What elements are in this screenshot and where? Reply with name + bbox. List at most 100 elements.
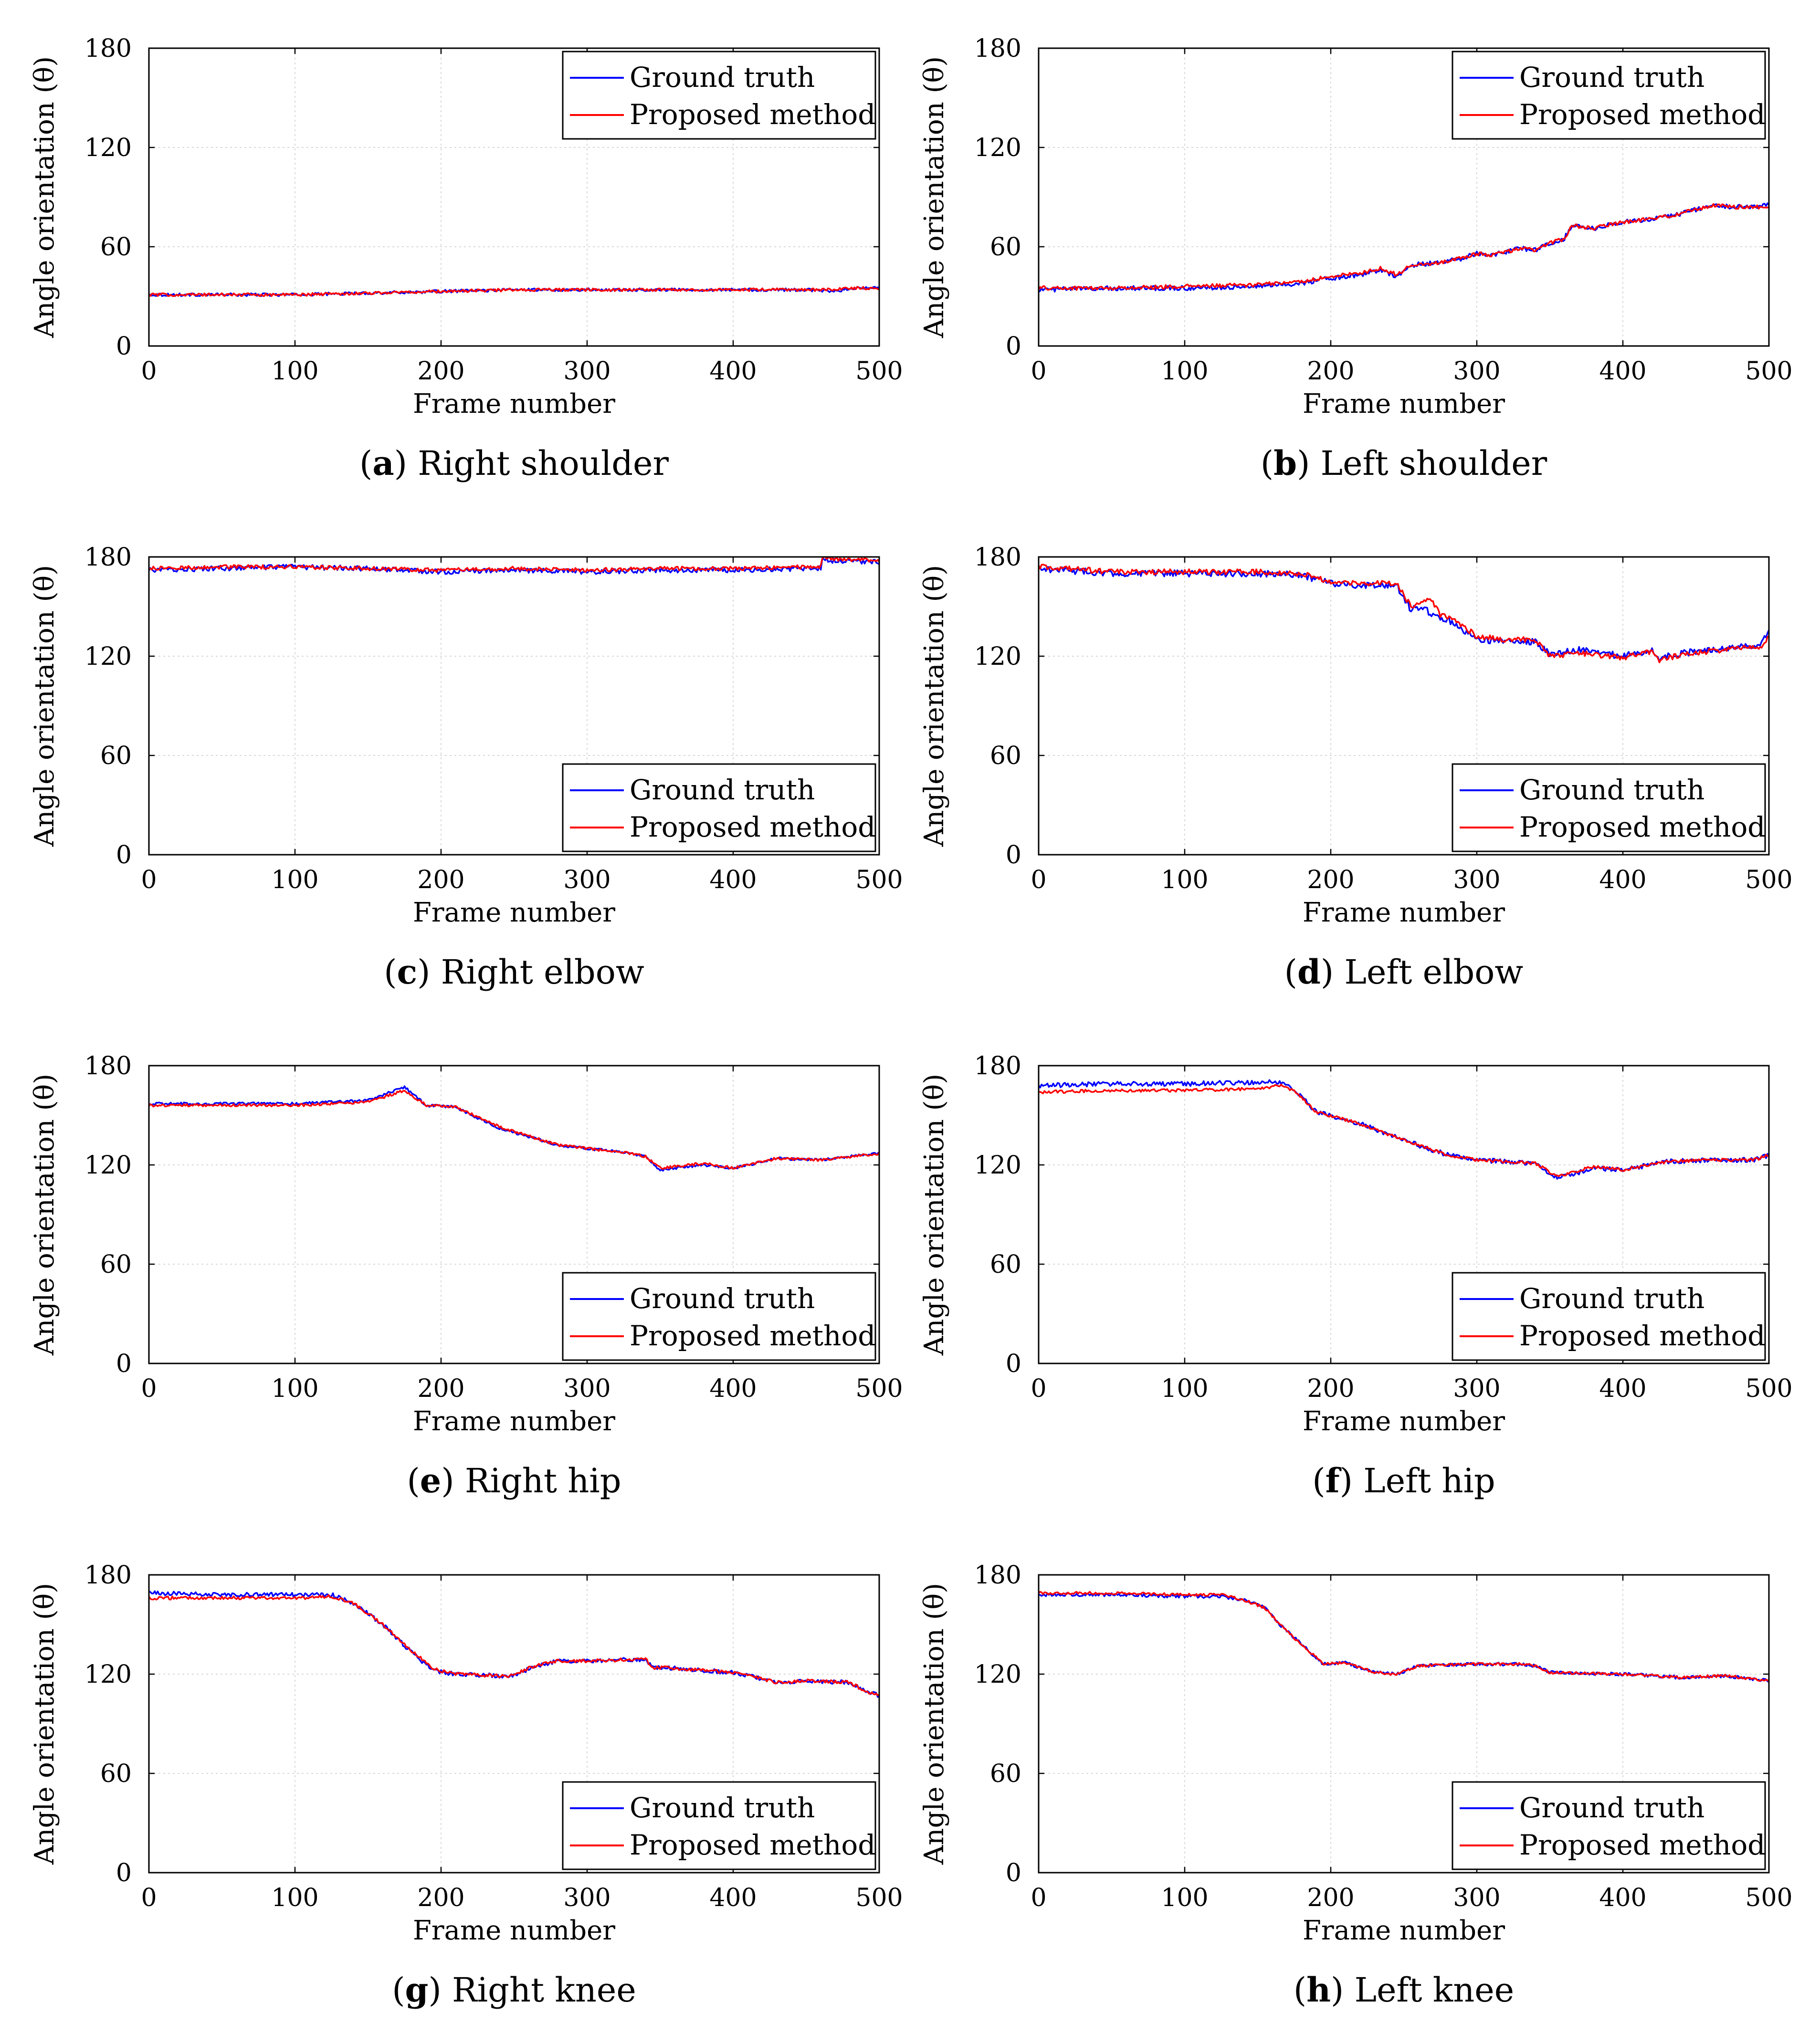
y-tick-label: 60: [990, 742, 1021, 770]
panel-title: Left shoulder: [1321, 444, 1547, 483]
y-tick-label: 0: [116, 1350, 132, 1378]
legend: Ground truth Proposed method: [562, 763, 876, 852]
x-tick-label: 200: [417, 1374, 464, 1403]
x-tick-label: 0: [1031, 357, 1046, 386]
x-tick-label: 200: [1307, 866, 1354, 894]
y-axis-title: Angle orientation (θ): [919, 56, 950, 338]
y-tick-label: 60: [100, 1250, 132, 1279]
y-tick-label: 180: [974, 1052, 1021, 1080]
chart-panel-a: 0 100 200 300 400 500 0 60 120 180 Frame number Ang…: [29, 34, 903, 483]
series-line-proposed-method: [149, 1594, 879, 1697]
panel-letter: h: [1306, 1970, 1331, 2010]
y-tick-label: 180: [84, 34, 132, 63]
y-tick-label: 180: [974, 543, 1021, 572]
y-tick-label: 120: [84, 1660, 132, 1689]
axes-frame: [148, 1065, 880, 1364]
legend-entry-ground-truth: Ground truth: [1519, 1792, 1704, 1824]
y-tick-label: 0: [116, 1859, 132, 1887]
legend-entry-proposed-method: Proposed method: [630, 1829, 875, 1861]
x-tick-label: 0: [141, 1374, 157, 1403]
x-tick-label: 0: [1031, 1884, 1046, 1912]
legend-entry-proposed-method: Proposed method: [1519, 1320, 1765, 1352]
x-tick-label: 100: [1161, 866, 1208, 894]
y-axis-title: Angle orientation (θ): [29, 565, 60, 847]
x-axis-title: Frame number: [1303, 388, 1505, 419]
y-tick-label: 180: [84, 1052, 132, 1080]
panel-title: Left hip: [1363, 1461, 1495, 1500]
x-tick-label: 500: [855, 1884, 903, 1912]
panel-title: Left knee: [1355, 1970, 1515, 2010]
panel-title: Right knee: [452, 1970, 636, 2010]
y-tick-label: 120: [84, 134, 132, 162]
legend-box: [1452, 1272, 1766, 1361]
x-axis-title: Frame number: [413, 1915, 615, 1946]
x-axis-title: Frame number: [1303, 1915, 1505, 1946]
legend: Ground truth Proposed method: [1452, 763, 1766, 852]
x-tick-label: 500: [1745, 866, 1792, 894]
chart-panel-e: 0 100 200 300 400 500 0 60 120 180 Frame number Ang…: [29, 1052, 903, 1500]
chart-panel-g: 0 100 200 300 400 500 0 60 120 180 Frame number Ang…: [29, 1561, 903, 2010]
panel-caption: (h) Left knee: [1294, 1970, 1514, 2010]
x-tick-label: 100: [1161, 357, 1208, 386]
series-line-proposed-method: [149, 557, 879, 573]
x-tick-label: 200: [417, 1884, 464, 1912]
legend: Ground truth Proposed method: [562, 1781, 876, 1870]
x-tick-label: 100: [271, 357, 318, 386]
x-axis-title: Frame number: [1303, 1406, 1505, 1437]
chart-panel-h: 0 100 200 300 400 500 0 60 120 180 Frame number Ang…: [919, 1561, 1793, 2010]
y-tick-label: 0: [116, 841, 132, 870]
legend-entry-proposed-method: Proposed method: [630, 1320, 875, 1352]
x-tick-label: 300: [563, 1884, 610, 1912]
y-tick-label: 180: [84, 543, 132, 572]
x-tick-label: 300: [1453, 1374, 1500, 1403]
x-tick-label: 200: [417, 357, 464, 386]
panel-caption: (d) Left elbow: [1284, 952, 1524, 992]
x-tick-label: 500: [855, 866, 903, 894]
x-tick-label: 300: [563, 357, 610, 386]
x-tick-label: 200: [1307, 1374, 1354, 1403]
x-tick-label: 200: [1307, 357, 1354, 386]
x-tick-label: 100: [271, 1374, 318, 1403]
series-line-proposed-method: [1039, 203, 1769, 291]
panel-caption: (f) Left hip: [1312, 1461, 1495, 1500]
chart-panel-f: 0 100 200 300 400 500 0 60 120 180 Frame number Ang…: [919, 1052, 1793, 1500]
axes-frame: [148, 556, 880, 856]
x-tick-label: 500: [1745, 1374, 1792, 1403]
legend-entry-proposed-method: Proposed method: [1519, 811, 1765, 843]
x-tick-label: 400: [709, 1374, 757, 1403]
panel-letter: g: [405, 1970, 429, 2010]
y-tick-label: 180: [84, 1561, 132, 1590]
panel-title: Left elbow: [1344, 953, 1523, 992]
y-tick-label: 120: [84, 642, 132, 671]
series-line-proposed-method: [1039, 564, 1769, 663]
x-tick-label: 400: [1599, 1884, 1646, 1912]
legend-box: [562, 1781, 876, 1870]
axes-frame: [148, 47, 880, 347]
legend-box: [562, 51, 876, 140]
x-tick-label: 100: [271, 866, 318, 894]
x-tick-label: 300: [1453, 357, 1500, 386]
x-tick-label: 300: [1453, 1884, 1500, 1912]
legend-box: [1452, 1781, 1766, 1870]
x-tick-label: 0: [141, 1884, 157, 1912]
x-tick-label: 500: [855, 1374, 903, 1403]
x-tick-label: 100: [271, 1884, 318, 1912]
series-line-proposed-method: [1039, 1083, 1769, 1177]
legend-entry-ground-truth: Ground truth: [1519, 61, 1704, 94]
series-line-ground-truth: [149, 557, 879, 575]
panel-letter: d: [1297, 952, 1321, 992]
x-tick-label: 500: [1745, 357, 1792, 386]
legend-entry-ground-truth: Ground truth: [1519, 774, 1704, 806]
legend-entry-proposed-method: Proposed method: [1519, 98, 1765, 131]
series-line-proposed-method: [149, 286, 879, 297]
panel-caption: (c) Right elbow: [384, 952, 644, 992]
legend-entry-ground-truth: Ground truth: [1519, 1282, 1704, 1315]
chart-panel-c: 0 100 200 300 400 500 0 60 120 180 Frame number Ang…: [29, 543, 903, 992]
panel-letter: b: [1273, 443, 1297, 483]
panel-caption: (a) Right shoulder: [359, 443, 669, 483]
panel-letter: f: [1326, 1461, 1342, 1500]
x-axis-title: Frame number: [1303, 897, 1505, 928]
x-tick-label: 100: [1161, 1374, 1208, 1403]
